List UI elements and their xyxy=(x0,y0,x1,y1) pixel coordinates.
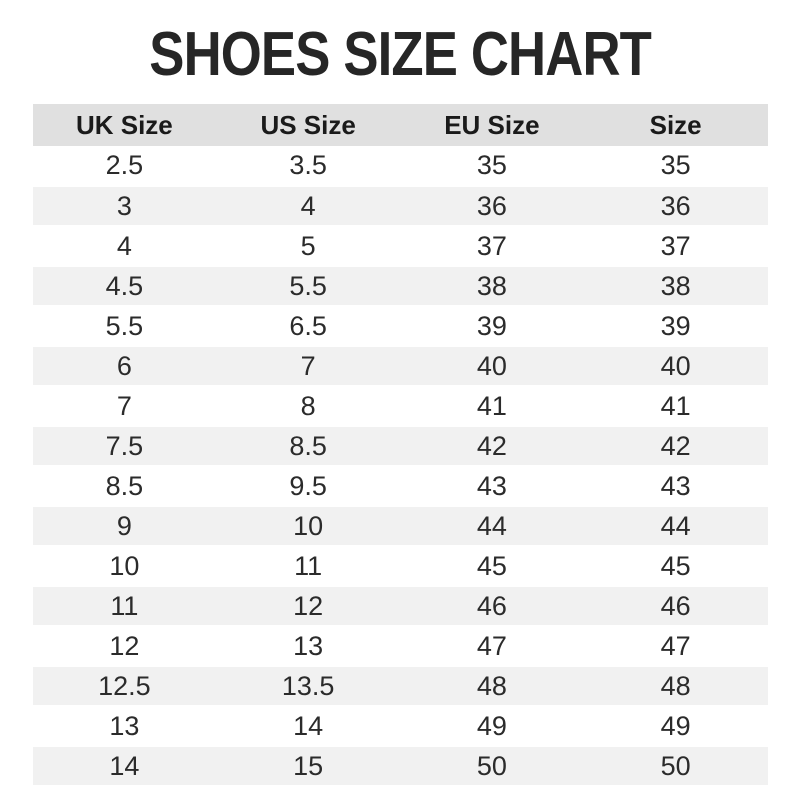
size-cell: 37 xyxy=(400,226,584,266)
table-row: 8.5 9.5 43 43 xyxy=(32,466,768,506)
table-row: 7.5 8.5 42 42 xyxy=(32,425,768,467)
table-row: 5.5 6.5 39 39 xyxy=(32,306,768,346)
size-cell: 40 xyxy=(583,345,768,387)
table-row: 7 8 41 41 xyxy=(32,386,768,426)
size-cell: 48 xyxy=(583,665,768,707)
size-cell: 15 xyxy=(216,745,400,787)
table-row: 12.5 13.5 48 48 xyxy=(32,665,768,707)
size-cell: 44 xyxy=(583,505,768,547)
size-cell: 3.5 xyxy=(216,146,400,186)
size-cell: 49 xyxy=(583,706,768,746)
table-header-row: UK Size US Size EU Size Size xyxy=(32,104,768,146)
size-cell: 4 xyxy=(216,185,400,227)
size-cell: 8.5 xyxy=(32,466,217,506)
size-cell: 14 xyxy=(216,706,400,746)
size-cell: 10 xyxy=(216,505,400,547)
table-header: UK Size US Size EU Size Size xyxy=(32,104,768,146)
size-cell: 7 xyxy=(32,386,217,426)
size-cell: 36 xyxy=(583,185,768,227)
size-cell: 12 xyxy=(216,585,400,627)
size-chart-table: UK Size US Size EU Size Size 2.5 3.5 35 35 3 4 36… xyxy=(32,104,768,787)
size-cell: 42 xyxy=(583,425,768,467)
size-cell: 13 xyxy=(32,706,217,746)
size-cell: 46 xyxy=(583,585,768,627)
column-header-us-size: US Size xyxy=(216,104,400,146)
size-cell: 5.5 xyxy=(216,265,400,307)
size-cell: 11 xyxy=(32,585,217,627)
size-cell: 10 xyxy=(32,546,217,586)
size-cell: 6.5 xyxy=(216,306,400,346)
size-cell: 39 xyxy=(400,306,584,346)
size-cell: 35 xyxy=(400,146,584,186)
table-row: 14 15 50 50 xyxy=(32,745,768,787)
size-cell: 39 xyxy=(583,306,768,346)
size-cell: 2.5 xyxy=(32,146,217,186)
page-title: SHOES SIZE CHART xyxy=(0,0,800,104)
size-cell: 47 xyxy=(583,626,768,666)
table-row: 6 7 40 40 xyxy=(32,345,768,387)
table-row: 4 5 37 37 xyxy=(32,226,768,266)
size-cell: 50 xyxy=(400,745,584,787)
size-cell: 36 xyxy=(400,185,584,227)
size-cell: 7.5 xyxy=(32,425,217,467)
size-cell: 38 xyxy=(400,265,584,307)
size-cell: 12 xyxy=(32,626,217,666)
table-row: 10 11 45 45 xyxy=(32,546,768,586)
size-cell: 41 xyxy=(400,386,584,426)
size-cell: 14 xyxy=(32,745,217,787)
size-cell: 13.5 xyxy=(216,665,400,707)
column-header-uk-size: UK Size xyxy=(32,104,217,146)
size-cell: 42 xyxy=(400,425,584,467)
size-cell: 4.5 xyxy=(32,265,217,307)
size-cell: 11 xyxy=(216,546,400,586)
size-cell: 7 xyxy=(216,345,400,387)
size-cell: 5.5 xyxy=(32,306,217,346)
size-cell: 12.5 xyxy=(32,665,217,707)
table-row: 3 4 36 36 xyxy=(32,185,768,227)
table-body: 2.5 3.5 35 35 3 4 36 36 4 5 37 37 4.5 5.5 38 38 5.5 6.5 39… xyxy=(32,146,768,787)
size-cell: 40 xyxy=(400,345,584,387)
table-row: 11 12 46 46 xyxy=(32,585,768,627)
size-cell: 5 xyxy=(216,226,400,266)
size-cell: 50 xyxy=(583,745,768,787)
size-cell: 45 xyxy=(583,546,768,586)
table-row: 2.5 3.5 35 35 xyxy=(32,146,768,186)
size-cell: 9 xyxy=(32,505,217,547)
size-cell: 49 xyxy=(400,706,584,746)
size-cell: 3 xyxy=(32,185,217,227)
size-cell: 9.5 xyxy=(216,466,400,506)
size-cell: 35 xyxy=(583,146,768,186)
size-cell: 37 xyxy=(583,226,768,266)
page-title-text: SHOES SIZE CHART xyxy=(149,20,652,89)
size-cell: 6 xyxy=(32,345,217,387)
size-cell: 45 xyxy=(400,546,584,586)
column-header-eu-size: EU Size xyxy=(400,104,584,146)
size-cell: 43 xyxy=(400,466,584,506)
table-row: 12 13 47 47 xyxy=(32,626,768,666)
size-cell: 38 xyxy=(583,265,768,307)
size-cell: 41 xyxy=(583,386,768,426)
size-cell: 8 xyxy=(216,386,400,426)
size-cell: 8.5 xyxy=(216,425,400,467)
size-cell: 43 xyxy=(583,466,768,506)
table-row: 4.5 5.5 38 38 xyxy=(32,265,768,307)
table-row: 9 10 44 44 xyxy=(32,505,768,547)
size-cell: 47 xyxy=(400,626,584,666)
size-cell: 46 xyxy=(400,585,584,627)
size-cell: 48 xyxy=(400,665,584,707)
size-cell: 13 xyxy=(216,626,400,666)
column-header-size: Size xyxy=(583,104,768,146)
size-cell: 4 xyxy=(32,226,217,266)
table-row: 13 14 49 49 xyxy=(32,706,768,746)
size-cell: 44 xyxy=(400,505,584,547)
